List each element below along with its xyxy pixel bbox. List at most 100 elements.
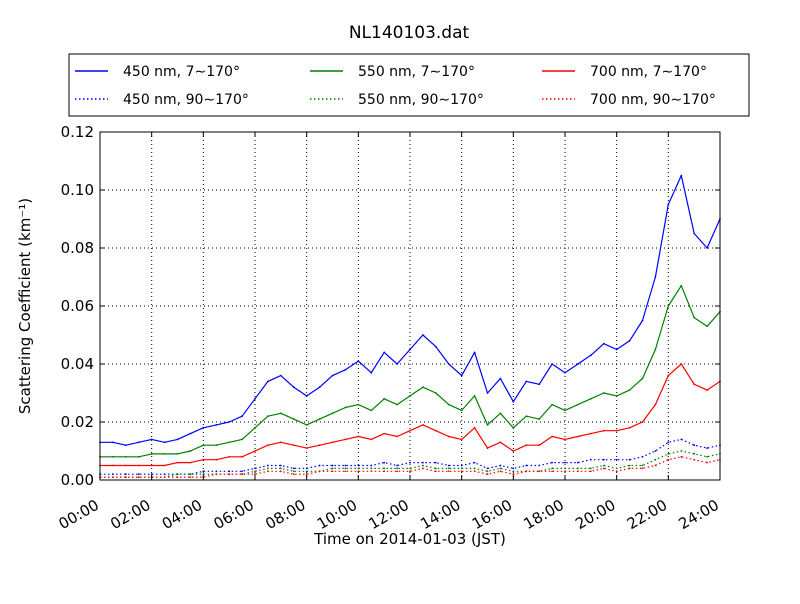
series-point bbox=[357, 464, 360, 467]
series-point bbox=[551, 470, 553, 473]
series-point bbox=[150, 453, 153, 455]
x-tick-label: 18:00 bbox=[521, 496, 567, 533]
series-point bbox=[254, 450, 256, 452]
series-point bbox=[525, 444, 528, 447]
chart-title: NL140103.dat bbox=[349, 23, 470, 43]
series-point bbox=[305, 473, 308, 476]
series-point bbox=[292, 418, 295, 420]
series-point bbox=[589, 458, 592, 461]
series-point bbox=[176, 473, 179, 476]
y-tick-label: 0.06 bbox=[61, 297, 94, 315]
series-point bbox=[680, 284, 683, 287]
series-point bbox=[486, 467, 489, 470]
series-point bbox=[654, 276, 657, 278]
series-point bbox=[202, 458, 205, 461]
series-point bbox=[589, 432, 592, 435]
series-point bbox=[344, 470, 347, 473]
series-point bbox=[654, 450, 657, 452]
series-point bbox=[331, 464, 334, 467]
series-point bbox=[486, 392, 489, 394]
series-point bbox=[112, 464, 114, 467]
series-point bbox=[641, 464, 644, 467]
series-point bbox=[615, 395, 618, 397]
y-tick-label: 0.12 bbox=[61, 123, 94, 141]
series-point bbox=[512, 400, 515, 403]
series-point bbox=[680, 363, 683, 365]
series-point bbox=[409, 467, 411, 470]
series-point bbox=[641, 467, 644, 470]
series-point bbox=[589, 470, 592, 473]
series-point bbox=[680, 450, 683, 452]
series-point bbox=[292, 473, 295, 476]
series-point bbox=[628, 467, 631, 470]
series-point bbox=[693, 453, 696, 455]
series-point bbox=[615, 458, 618, 461]
series-point bbox=[525, 470, 528, 473]
series-point bbox=[241, 455, 244, 458]
series-point bbox=[460, 464, 463, 467]
series-point bbox=[460, 374, 463, 377]
series-point bbox=[124, 455, 127, 458]
series-point bbox=[538, 464, 541, 467]
series-point bbox=[564, 467, 566, 470]
series-point bbox=[525, 380, 528, 383]
series-point bbox=[422, 464, 424, 467]
series-point bbox=[693, 316, 696, 319]
series-point bbox=[577, 403, 579, 406]
series-point bbox=[473, 426, 476, 429]
series-point bbox=[189, 476, 192, 478]
series-point bbox=[279, 467, 282, 470]
series-point bbox=[254, 473, 256, 476]
series-point bbox=[163, 441, 166, 444]
legend-frame bbox=[68, 53, 750, 117]
series-point bbox=[447, 467, 450, 470]
series-point bbox=[628, 339, 631, 342]
series-point bbox=[706, 447, 708, 449]
series-point bbox=[163, 473, 166, 476]
series-point bbox=[577, 435, 579, 438]
series-point bbox=[615, 429, 618, 432]
series-point bbox=[460, 470, 463, 473]
y-tick-label: 0.10 bbox=[61, 181, 94, 199]
series-point bbox=[370, 464, 373, 467]
series-point bbox=[551, 467, 553, 470]
series-point bbox=[124, 444, 127, 447]
x-tick-label: 16:00 bbox=[469, 496, 515, 533]
series-point bbox=[473, 461, 476, 464]
series-point bbox=[525, 464, 528, 467]
axis-ticks bbox=[99, 131, 721, 481]
series-point bbox=[396, 363, 398, 365]
series-point bbox=[124, 464, 127, 467]
series-point bbox=[538, 444, 541, 447]
x-tick-label: 14:00 bbox=[417, 496, 463, 533]
series-point bbox=[137, 464, 140, 467]
series-point bbox=[163, 476, 166, 478]
series-point bbox=[447, 470, 450, 473]
series-point bbox=[357, 403, 360, 406]
series-point bbox=[434, 461, 437, 464]
series-point bbox=[202, 470, 205, 473]
series-point bbox=[538, 418, 541, 420]
series-point bbox=[254, 470, 256, 473]
series-point bbox=[305, 467, 308, 470]
series-point bbox=[434, 345, 437, 348]
y-tick-label: 0.08 bbox=[61, 239, 94, 257]
series-point bbox=[163, 453, 166, 455]
series-point bbox=[292, 386, 295, 389]
series-point bbox=[176, 453, 179, 455]
x-tick-label: 24:00 bbox=[676, 496, 722, 533]
series-point bbox=[564, 461, 566, 464]
series-point bbox=[434, 429, 437, 432]
series-point bbox=[706, 461, 708, 464]
series-point bbox=[150, 464, 153, 467]
series-point bbox=[538, 383, 541, 386]
series-point bbox=[241, 470, 244, 473]
series-point bbox=[202, 444, 205, 447]
series-point bbox=[628, 426, 631, 429]
x-axis-label: Time on 2014-01-03 (JST) bbox=[313, 530, 506, 548]
series-point bbox=[499, 467, 502, 470]
series-point bbox=[667, 458, 670, 461]
series-point bbox=[215, 444, 218, 447]
series-point bbox=[383, 397, 386, 400]
